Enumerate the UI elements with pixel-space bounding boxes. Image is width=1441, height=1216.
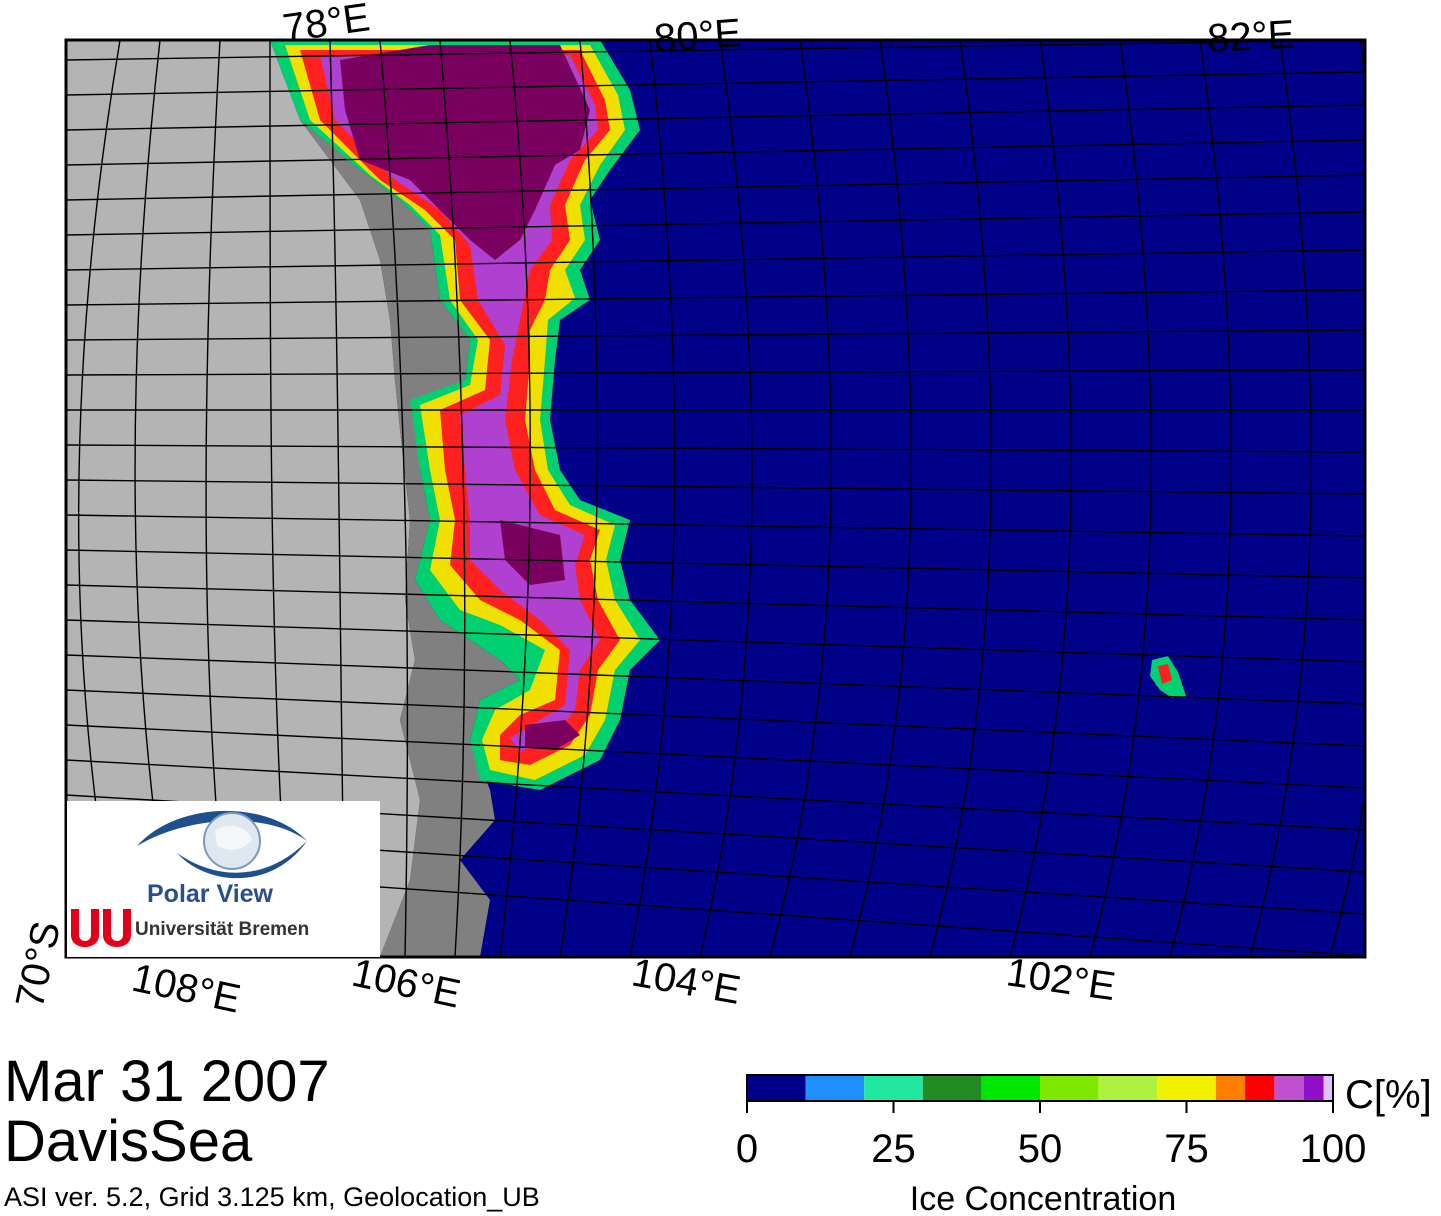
map-date: Mar 31 2007 (4, 1049, 330, 1114)
lon-label-top: 82°E (1206, 12, 1295, 61)
map-region: DavisSea (4, 1109, 253, 1174)
polar-view-logo: Polar View Universität Bremen (67, 801, 380, 957)
lon-label-bottom: 108°E (128, 956, 244, 1022)
ice-floe-core (1158, 664, 1172, 684)
sea-ice-full (340, 45, 590, 260)
lon-label-bottom: 106°E (348, 951, 464, 1017)
uni-bremen-u-icon (71, 909, 131, 947)
map-info: ASI ver. 5.2, Grid 3.125 km, Geolocation… (4, 1182, 540, 1212)
lon-label-bottom: 104°E (628, 951, 743, 1013)
ice-shelf-area (300, 120, 520, 957)
logo-university-text: Universität Bremen (135, 919, 310, 940)
logo-brand-text: Polar View (147, 880, 273, 908)
lat-label: 70°S (8, 917, 69, 1011)
map-frame (64, 38, 1367, 959)
lon-label-bottom: 102°E (1004, 950, 1118, 1009)
graticule (77, 40, 1365, 957)
lon-label-top: 80°E (653, 11, 743, 61)
sea-ice-full-patch (500, 520, 565, 585)
eye-globe-icon (137, 810, 307, 879)
sea-ice-full-patch (525, 720, 580, 750)
